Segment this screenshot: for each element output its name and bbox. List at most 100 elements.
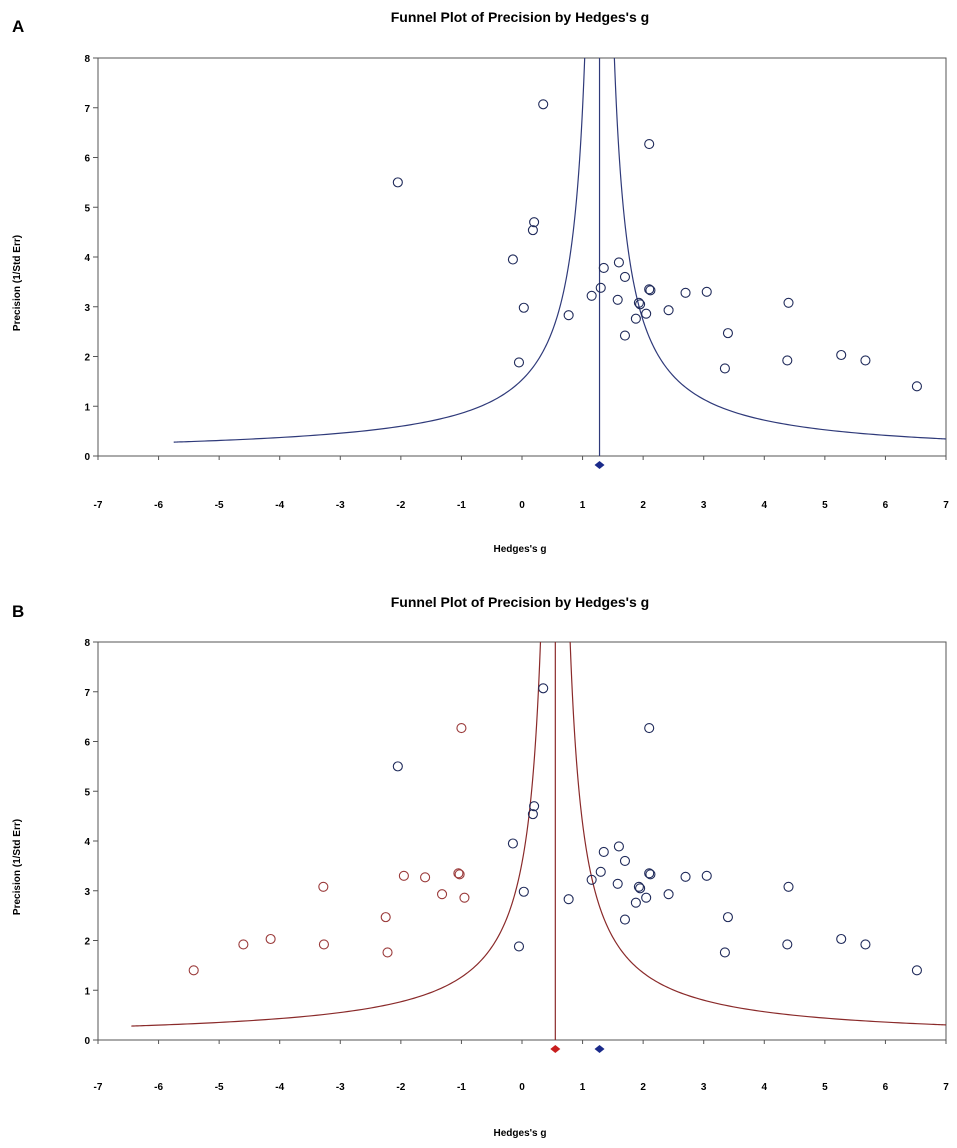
study-point [722,328,733,339]
study-point [644,723,655,734]
study-point [538,683,549,694]
panel-a: A Funnel Plot of Precision by Hedges's g… [12,9,949,555]
funnel-b [131,641,946,1040]
study-point [318,939,329,950]
summary-markers-a [594,461,605,469]
study-point [701,286,712,297]
y-tick-label: 8 [84,54,90,65]
x-tick-label: 4 [762,1082,768,1093]
study-point [612,878,623,889]
summary-effect-diamond [594,1045,605,1053]
y-tick-label: 1 [84,402,90,413]
x-tick-label: 7 [943,500,949,511]
y-axis-label-b: Precision (1/Std Err) [12,819,23,915]
y-axis-label-a: Precision (1/Std Err) [12,235,23,331]
chart-title-a: Funnel Plot of Precision by Hedges's g [391,9,649,25]
x-tick-label: -5 [215,500,224,511]
funnel-right-curve [613,57,946,440]
study-point [719,363,730,374]
x-tick-label: -6 [154,1082,163,1093]
study-point [459,892,470,903]
study-point [836,933,847,945]
study-point [635,883,646,894]
x-axis-label-b: Hedges's g [494,1128,547,1139]
study-point [644,868,655,879]
study-point [619,330,631,341]
x-tick-label: -4 [275,1082,284,1093]
study-point [836,349,847,361]
y-tick-label: 2 [84,353,90,364]
funnel-a [173,57,946,456]
study-point [188,965,199,976]
study-point [265,933,276,945]
study-point [507,838,518,849]
study-point [645,285,656,296]
study-point [518,886,529,897]
study-point [860,355,871,366]
plot-frame-b [97,641,947,1041]
study-point [783,297,794,308]
study-point [456,723,467,734]
summary-effect-diamond [594,461,605,469]
study-point [436,889,448,900]
x-tick-label: 2 [640,1082,646,1093]
study-point [527,809,538,820]
study-point [633,297,644,308]
x-tick-label: 5 [822,1082,828,1093]
study-point [586,290,597,301]
y-tick-label: 1 [84,986,90,997]
study-point [860,939,871,950]
y-tick-label: 6 [84,738,90,749]
study-point [507,254,518,265]
study-point [644,284,655,295]
x-tick-label: 4 [762,500,768,511]
study-point [513,941,525,952]
y-tick-label: 0 [84,452,90,463]
summary-markers-b [550,1045,605,1053]
x-tick-label: 0 [519,500,525,511]
study-point [635,299,646,310]
study-point [701,870,712,881]
study-point [619,271,631,282]
x-tick-label: 2 [640,500,646,511]
study-point [598,262,609,273]
study-point [612,294,623,305]
x-tick-label: -2 [396,1082,405,1093]
plot-frame-a [97,57,947,457]
study-point [398,870,409,881]
funnel-right-curve [569,641,946,1026]
x-tick-label: -3 [336,500,345,511]
y-tick-label: 5 [84,787,90,798]
study-point [782,939,793,950]
study-point [454,869,465,880]
x-ticks-b: -7 -6 -5 -4 -3 -2 -1 0 1 2 3 4 5 6 7 [94,1039,949,1093]
study-point [513,357,525,368]
study-point [598,846,609,857]
study-point [518,302,529,313]
panel-letter-b: B [12,602,24,621]
study-point [538,99,549,110]
panel-letter-a: A [12,17,24,36]
study-point [595,282,606,293]
study-point [663,305,674,316]
y-tick-label: 4 [84,253,90,264]
study-point [630,897,641,908]
chart-title-b: Funnel Plot of Precision by Hedges's g [391,594,649,610]
y-ticks-b: 0 1 2 3 4 5 6 7 8 [84,638,98,1047]
x-tick-label: -3 [336,1082,345,1093]
study-point [630,313,641,324]
study-point [783,881,794,892]
study-point [613,841,624,852]
x-tick-label: -1 [457,500,466,511]
x-tick-label: 7 [943,1082,949,1093]
study-point [719,947,730,958]
study-point [527,225,538,236]
study-point [641,308,652,319]
x-tick-label: 5 [822,500,828,511]
y-tick-label: 0 [84,1036,90,1047]
study-point [453,868,464,879]
x-axis-label-a: Hedges's g [494,544,547,555]
study-point [420,872,431,883]
study-point [911,965,922,976]
